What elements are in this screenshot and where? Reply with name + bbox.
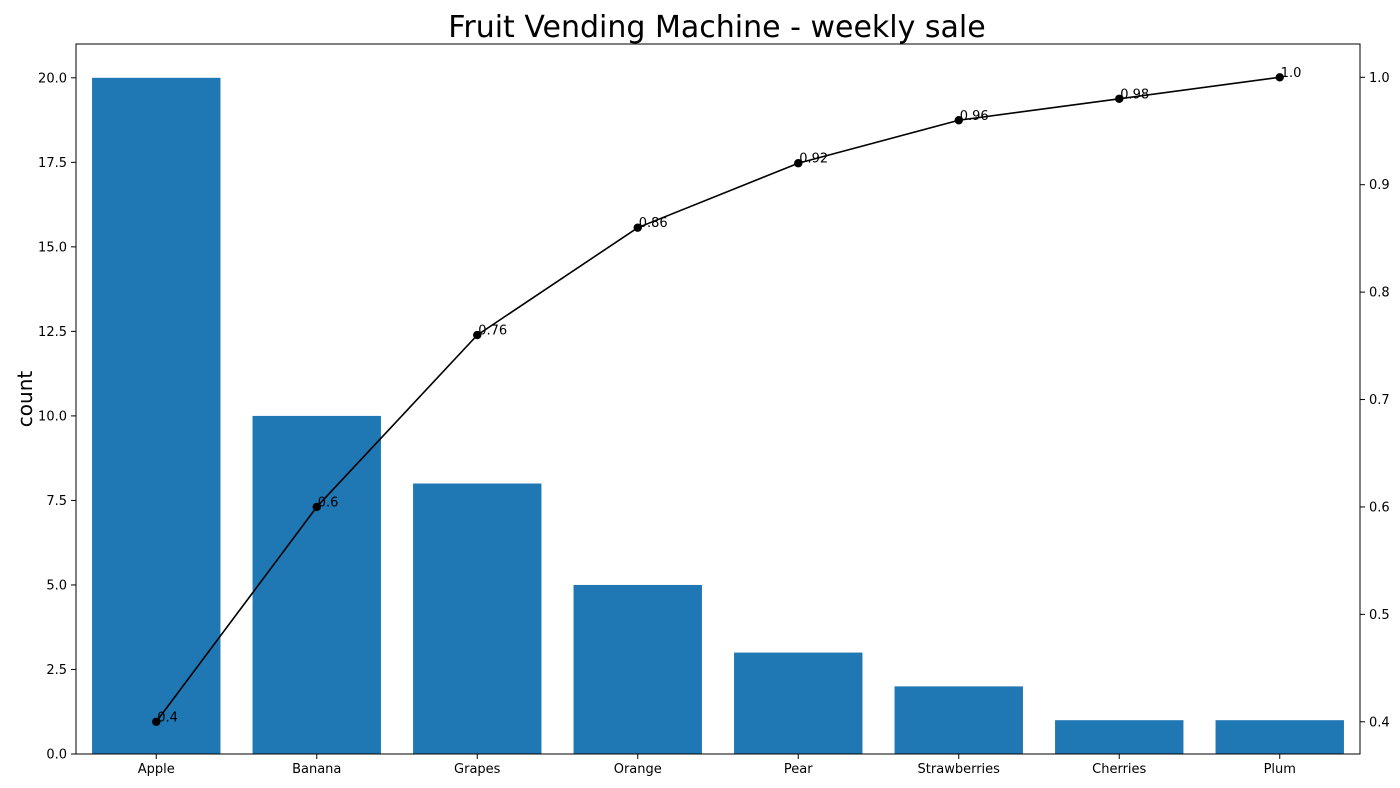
cumulative-data-label: 0.76 xyxy=(478,324,507,339)
cumulative-point-plum xyxy=(1275,73,1284,82)
x-tick-label-pear: Pear xyxy=(784,762,813,777)
y2-tick-label: 0.9 xyxy=(1369,178,1390,193)
bar-orange xyxy=(573,584,702,754)
cumulative-line-layer: 0.4 0.6 0.76 0.86 0.92 0.96 0.98 1.0 xyxy=(152,66,1301,726)
cumulative-point-grapes xyxy=(473,330,482,340)
y-tick-label: 17.5 xyxy=(38,156,67,171)
bar-grapes xyxy=(413,483,542,754)
y-tick-label: 0.0 xyxy=(46,748,67,763)
cumulative-data-label: 0.4 xyxy=(157,710,178,725)
x-tick-label-orange: Orange xyxy=(614,762,662,777)
bar-strawberries xyxy=(894,686,1023,754)
cumulative-data-label: 0.6 xyxy=(318,495,339,510)
y2-tick-label: 0.5 xyxy=(1369,608,1390,623)
cumulative-point-apple xyxy=(152,717,161,726)
x-tick-label-cherries: Cherries xyxy=(1092,762,1146,777)
y-tick-label: 10.0 xyxy=(38,409,67,424)
bar-cherries xyxy=(1055,720,1184,754)
y-axis-label: count xyxy=(13,371,37,428)
chart-title: Fruit Vending Machine - weekly sale xyxy=(448,10,985,45)
x-tick-label-apple: Apple xyxy=(138,762,175,777)
y2-tick-label: 0.6 xyxy=(1369,500,1390,515)
x-tick-label-grapes: Grapes xyxy=(454,762,501,777)
x-tick-label-banana: Banana xyxy=(292,762,341,777)
bar-pear xyxy=(734,652,863,754)
axes-layer xyxy=(75,43,1361,755)
cumulative-data-label: 0.96 xyxy=(960,109,989,124)
y2-tick-label: 0.4 xyxy=(1369,715,1390,730)
plot-frame xyxy=(75,43,1361,755)
y2-tick-label: 0.7 xyxy=(1369,393,1390,408)
bar-banana xyxy=(252,415,381,754)
y2-tick-label: 1.0 xyxy=(1369,71,1390,86)
bar-plum xyxy=(1215,720,1344,754)
cumulative-data-label: 0.86 xyxy=(639,216,668,231)
cumulative-point-orange xyxy=(633,223,642,232)
y-tick-label: 2.5 xyxy=(46,663,67,678)
y2-tick-label: 0.8 xyxy=(1369,286,1390,301)
cumulative-data-label: 0.98 xyxy=(1120,87,1149,102)
cumulative-point-pear xyxy=(794,159,803,168)
cumulative-data-label: 0.92 xyxy=(799,152,828,167)
cumulative-line xyxy=(155,76,1280,723)
x-tick-label-plum: Plum xyxy=(1264,762,1296,777)
ticks-layer: 0.0 2.5 5.0 7.5 10.0 12.5 15.0 17.5 20.0 0.4 0.5 0.… xyxy=(38,71,1390,777)
cumulative-point-strawberries xyxy=(954,116,963,125)
bars-layer xyxy=(92,77,1344,754)
bar-apple xyxy=(92,77,221,754)
y-tick-label: 7.5 xyxy=(46,494,67,509)
cumulative-point-banana xyxy=(312,502,321,512)
x-tick-label-strawberries: Strawberries xyxy=(918,762,1001,777)
y-tick-label: 20.0 xyxy=(38,71,67,86)
y-tick-label: 5.0 xyxy=(46,578,67,593)
y-tick-label: 15.0 xyxy=(38,240,67,255)
cumulative-data-label: 1.0 xyxy=(1281,66,1302,81)
cumulative-point-cherries xyxy=(1115,94,1124,103)
y-tick-label: 12.5 xyxy=(38,325,67,340)
